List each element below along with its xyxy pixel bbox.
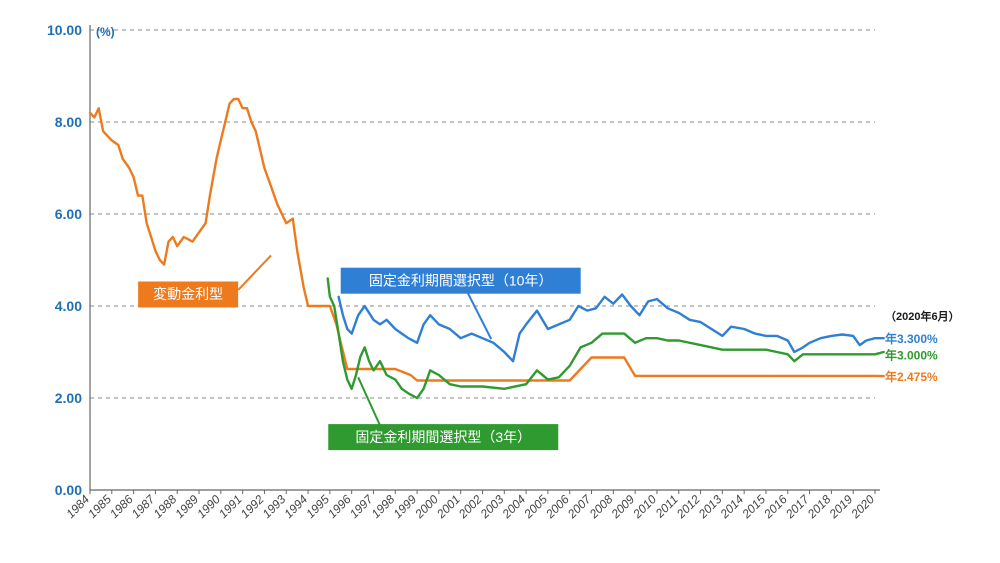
x-tick-label: 2018 — [804, 492, 834, 522]
x-tick-label: 1997 — [347, 491, 377, 521]
x-tick-label: 2001 — [433, 492, 462, 521]
x-tick-label: 1987 — [129, 491, 159, 521]
x-tick-label: 1989 — [172, 492, 201, 521]
label-box-variable_rate: 変動金利型 — [138, 282, 238, 308]
x-tick-label: 2020 — [848, 492, 878, 522]
svg-text:変動金利型: 変動金利型 — [153, 286, 223, 302]
x-tick-label: 2005 — [521, 492, 551, 522]
x-tick-label: 2019 — [826, 492, 856, 522]
x-tick-label: 2011 — [652, 492, 681, 521]
y-tick-label: 6.00 — [55, 206, 82, 222]
callout-line-fixed_3yr — [358, 377, 382, 430]
x-tick-label: 2010 — [630, 492, 660, 522]
x-tick-label: 1992 — [238, 492, 267, 521]
x-tick-label: 1985 — [85, 492, 114, 521]
x-tick-label: 2012 — [673, 492, 703, 522]
callout-line-variable_rate — [238, 255, 271, 290]
x-tick-label: 1996 — [325, 492, 354, 521]
chart-svg: 0.002.004.006.008.0010.00(%)198419851986… — [0, 0, 1000, 563]
end-date-label: （2020年6月） — [885, 309, 960, 323]
x-tick-label: 2002 — [455, 492, 485, 522]
x-tick-label: 2015 — [739, 492, 769, 522]
end-value-label: 年2.475% — [885, 369, 938, 384]
callout-line-fixed_10yr — [465, 288, 491, 340]
x-tick-label: 1993 — [260, 492, 289, 521]
x-tick-label: 2014 — [717, 492, 747, 522]
end-value-label: 年3.000% — [885, 347, 938, 362]
x-tick-label: 1986 — [107, 492, 136, 521]
series-line-fixed_10yr — [339, 295, 884, 362]
x-tick-label: 2003 — [477, 492, 507, 522]
x-tick-label: 1988 — [151, 492, 180, 521]
label-box-fixed_10yr: 固定金利期間選択型（10年） — [341, 268, 581, 294]
x-tick-label: 2004 — [499, 492, 529, 522]
y-tick-label: 8.00 — [55, 114, 82, 130]
y-unit-label: (%) — [96, 25, 115, 39]
x-tick-label: 1994 — [281, 492, 310, 521]
y-tick-label: 10.00 — [47, 22, 82, 38]
x-tick-label: 1995 — [303, 492, 332, 521]
x-tick-label: 2016 — [760, 492, 790, 522]
x-tick-label: 1990 — [194, 492, 223, 521]
x-tick-label: 2009 — [608, 492, 638, 522]
label-box-fixed_3yr: 固定金利期間選択型（3年） — [328, 424, 558, 450]
svg-text:固定金利期間選択型（10年）: 固定金利期間選択型（10年） — [369, 272, 553, 288]
x-tick-label: 2000 — [412, 492, 442, 522]
x-tick-label: 2006 — [542, 492, 572, 522]
y-tick-label: 4.00 — [55, 298, 82, 314]
interest-rate-chart: 0.002.004.006.008.0010.00(%)198419851986… — [0, 0, 1000, 563]
x-tick-label: 1999 — [390, 492, 419, 521]
x-tick-label: 2013 — [695, 492, 725, 522]
y-tick-label: 2.00 — [55, 390, 82, 406]
series-line-variable_rate — [90, 99, 884, 381]
svg-text:固定金利期間選択型（3年）: 固定金利期間選択型（3年） — [355, 429, 531, 445]
x-tick-label: 2008 — [586, 492, 616, 522]
end-value-label: 年3.300% — [885, 331, 938, 346]
x-tick-label: 1991 — [216, 492, 245, 521]
x-tick-label: 1998 — [369, 492, 398, 521]
